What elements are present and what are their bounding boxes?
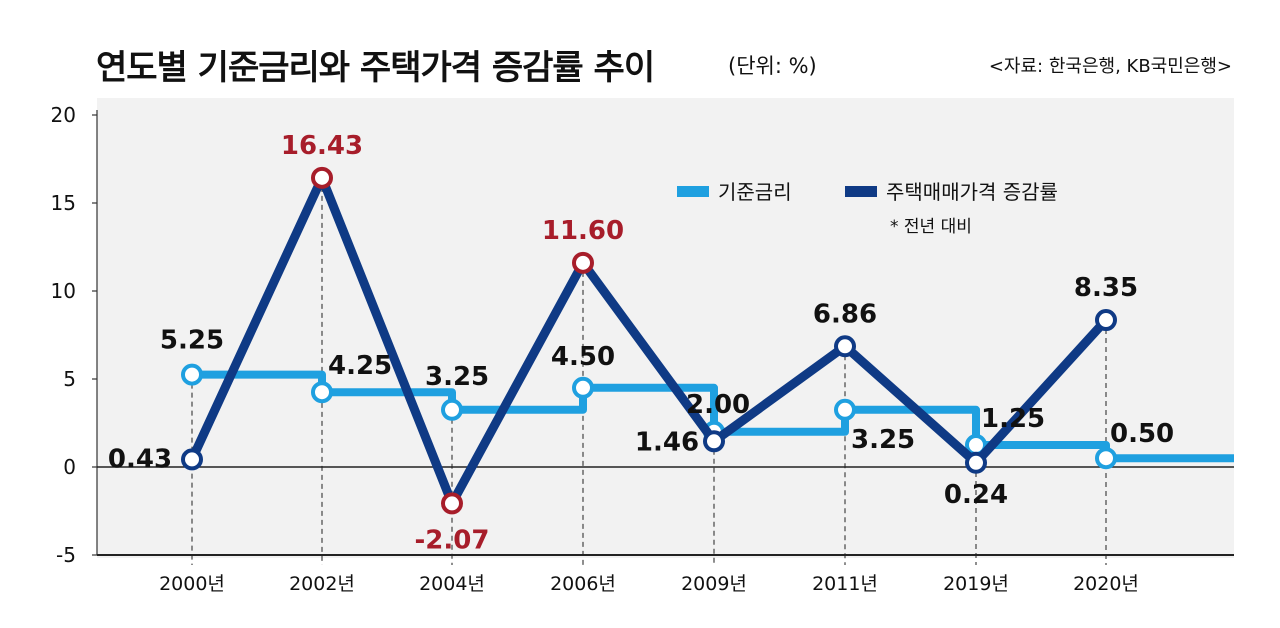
y-tick-label: 15 <box>51 191 76 215</box>
house-point <box>441 492 463 515</box>
legend-swatch-rate <box>677 186 709 197</box>
rate-data-label: 3.25 <box>425 362 489 392</box>
house-data-label: 6.86 <box>813 299 877 329</box>
rate-data-label: 3.25 <box>851 425 915 455</box>
x-tick-label: 2006년 <box>550 573 616 595</box>
series-rate <box>181 363 1234 470</box>
house-data-label: 16.43 <box>281 131 363 161</box>
x-tick-label: 2009년 <box>681 573 747 595</box>
x-tick-label: 2000년 <box>159 573 225 595</box>
rate-point <box>441 398 463 421</box>
y-tick-label: 20 <box>51 103 76 127</box>
x-tick-label: 2002년 <box>289 573 355 595</box>
y-tick-label: 5 <box>63 367 76 391</box>
legend: 기준금리 주택매매가격 증감률 * 전년 대비 <box>677 180 1058 237</box>
rate-point <box>1095 447 1117 470</box>
x-tick-label: 2019년 <box>943 573 1009 595</box>
house-data-label: -2.07 <box>415 525 490 555</box>
house-data-label: 0.24 <box>944 480 1008 510</box>
x-tick-labels: 2000년 2002년 2004년 2006년 2009년 2011년 2019년 2020년 <box>159 573 1139 595</box>
house-point <box>181 448 203 471</box>
y-tick-label: 0 <box>63 455 76 479</box>
house-point <box>965 451 987 474</box>
series-house <box>181 166 1117 515</box>
house-data-label: 11.60 <box>542 216 624 246</box>
chart-title: 연도별 기준금리와 주택가격 증감률 추이 <box>96 48 655 88</box>
rate-step-line <box>192 370 1234 463</box>
rate-data-label: 4.50 <box>551 342 615 372</box>
x-tick-label: 2011년 <box>812 573 878 595</box>
legend-note: * 전년 대비 <box>890 217 972 237</box>
plot-background <box>97 98 1234 558</box>
house-point <box>834 335 856 358</box>
house-data-label: 0.43 <box>108 444 172 474</box>
rate-data-label: 4.25 <box>328 351 392 381</box>
rate-data-label: 2.00 <box>686 390 750 420</box>
x-tick-label: 2004년 <box>419 573 485 595</box>
legend-label-rate: 기준금리 <box>718 180 792 204</box>
rate-point <box>572 376 594 399</box>
house-data-label: 1.46 <box>635 427 699 457</box>
source-note: <자료: 한국은행, KB국민은행> <box>988 56 1232 77</box>
rate-point <box>311 381 333 404</box>
legend-label-house: 주택매매가격 증감률 <box>886 180 1058 204</box>
x-tick-label: 2020년 <box>1073 573 1139 595</box>
rate-data-label: 5.25 <box>160 326 224 356</box>
house-price-line <box>187 173 1110 508</box>
house-data-label: 8.35 <box>1074 273 1138 303</box>
house-point <box>311 166 333 189</box>
axes: -5 0 5 10 15 20 <box>51 103 1234 567</box>
rate-data-label: 0.50 <box>1110 419 1174 449</box>
rate-data-label: 1.25 <box>981 404 1045 434</box>
y-tick-label: -5 <box>56 543 76 567</box>
y-tick-label: 10 <box>51 279 76 303</box>
rate-point <box>181 363 203 386</box>
rate-point <box>834 398 856 421</box>
house-point <box>1095 309 1117 332</box>
house-point <box>572 251 594 274</box>
legend-swatch-house <box>845 186 877 197</box>
data-labels: 5.25 4.25 3.25 4.50 2.00 3.25 1.25 0.50 0.43 16.4… <box>108 131 1174 556</box>
unit-label: (단위: %) <box>728 54 817 78</box>
house-point <box>703 430 725 453</box>
